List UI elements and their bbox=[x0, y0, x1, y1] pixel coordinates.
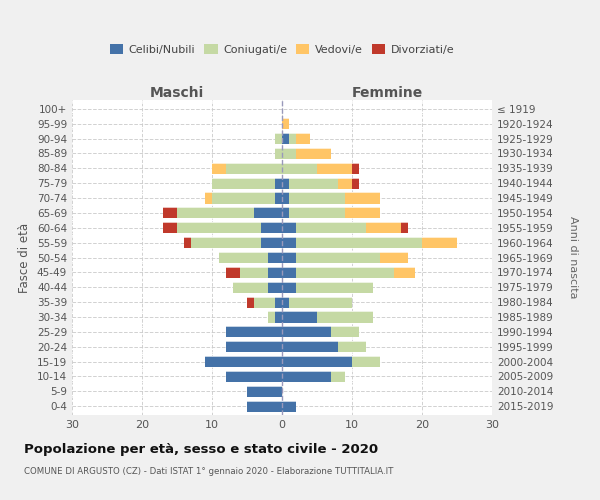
Bar bbox=[268, 282, 282, 293]
Bar bbox=[289, 133, 296, 144]
Bar bbox=[282, 267, 296, 278]
Bar bbox=[275, 192, 282, 203]
Bar bbox=[289, 178, 338, 189]
Bar bbox=[282, 252, 296, 263]
Bar bbox=[366, 222, 401, 234]
Y-axis label: Fasce di età: Fasce di età bbox=[19, 222, 31, 292]
Bar bbox=[352, 178, 359, 189]
Bar bbox=[233, 282, 268, 293]
Bar bbox=[191, 237, 261, 248]
Bar bbox=[268, 267, 282, 278]
Bar bbox=[282, 178, 289, 189]
Bar bbox=[282, 341, 338, 352]
Bar bbox=[282, 237, 296, 248]
Bar bbox=[282, 282, 296, 293]
Bar bbox=[226, 341, 282, 352]
Bar bbox=[261, 222, 282, 234]
Bar bbox=[226, 371, 282, 382]
Bar bbox=[282, 118, 289, 130]
Bar bbox=[282, 133, 289, 144]
Bar bbox=[331, 326, 359, 338]
Bar bbox=[240, 267, 268, 278]
Text: Femmine: Femmine bbox=[352, 86, 422, 100]
Bar bbox=[275, 148, 282, 159]
Bar bbox=[247, 386, 282, 397]
Bar bbox=[345, 192, 380, 203]
Bar bbox=[296, 237, 422, 248]
Bar bbox=[205, 192, 212, 203]
Bar bbox=[296, 282, 373, 293]
Bar bbox=[247, 400, 282, 411]
Bar bbox=[212, 163, 226, 174]
Bar bbox=[275, 133, 282, 144]
Bar bbox=[254, 296, 275, 308]
Bar bbox=[282, 222, 296, 234]
Bar bbox=[212, 178, 275, 189]
Bar bbox=[401, 222, 408, 234]
Bar bbox=[226, 267, 240, 278]
Bar bbox=[282, 208, 289, 218]
Text: COMUNE DI ARGUSTO (CZ) - Dati ISTAT 1° gennaio 2020 - Elaborazione TUTTITALIA.IT: COMUNE DI ARGUSTO (CZ) - Dati ISTAT 1° g… bbox=[24, 468, 394, 476]
Bar bbox=[296, 222, 366, 234]
Bar bbox=[422, 237, 457, 248]
Bar bbox=[282, 192, 289, 203]
Bar bbox=[289, 208, 345, 218]
Bar bbox=[296, 267, 394, 278]
Bar bbox=[205, 356, 282, 367]
Bar bbox=[317, 163, 352, 174]
Bar bbox=[268, 252, 282, 263]
Bar bbox=[226, 326, 282, 338]
Bar bbox=[212, 192, 275, 203]
Bar bbox=[177, 208, 254, 218]
Bar bbox=[394, 267, 415, 278]
Bar bbox=[275, 296, 282, 308]
Bar bbox=[282, 356, 352, 367]
Bar bbox=[282, 371, 331, 382]
Bar bbox=[352, 163, 359, 174]
Bar bbox=[275, 178, 282, 189]
Bar bbox=[163, 222, 177, 234]
Y-axis label: Anni di nascita: Anni di nascita bbox=[568, 216, 577, 298]
Text: Popolazione per età, sesso e stato civile - 2020: Popolazione per età, sesso e stato civil… bbox=[24, 442, 378, 456]
Bar bbox=[345, 208, 380, 218]
Bar bbox=[380, 252, 408, 263]
Bar bbox=[163, 208, 177, 218]
Bar bbox=[331, 371, 345, 382]
Bar bbox=[226, 163, 282, 174]
Bar bbox=[247, 296, 254, 308]
Legend: Celibi/Nubili, Coniugati/e, Vedovi/e, Divorziati/e: Celibi/Nubili, Coniugati/e, Vedovi/e, Di… bbox=[106, 40, 458, 59]
Text: Maschi: Maschi bbox=[150, 86, 204, 100]
Bar bbox=[289, 192, 345, 203]
Bar bbox=[317, 312, 373, 322]
Bar bbox=[289, 296, 352, 308]
Bar bbox=[184, 237, 191, 248]
Bar bbox=[296, 148, 331, 159]
Bar bbox=[254, 208, 282, 218]
Bar bbox=[296, 133, 310, 144]
Bar bbox=[177, 222, 261, 234]
Bar bbox=[275, 312, 282, 322]
Bar bbox=[282, 296, 289, 308]
Bar bbox=[268, 312, 275, 322]
Bar bbox=[352, 356, 380, 367]
Bar bbox=[219, 252, 268, 263]
Bar bbox=[338, 178, 352, 189]
Bar bbox=[296, 252, 380, 263]
Bar bbox=[282, 312, 317, 322]
Bar bbox=[282, 148, 296, 159]
Bar bbox=[282, 400, 296, 411]
Bar bbox=[282, 326, 331, 338]
Bar bbox=[261, 237, 282, 248]
Bar bbox=[282, 163, 317, 174]
Bar bbox=[338, 341, 366, 352]
